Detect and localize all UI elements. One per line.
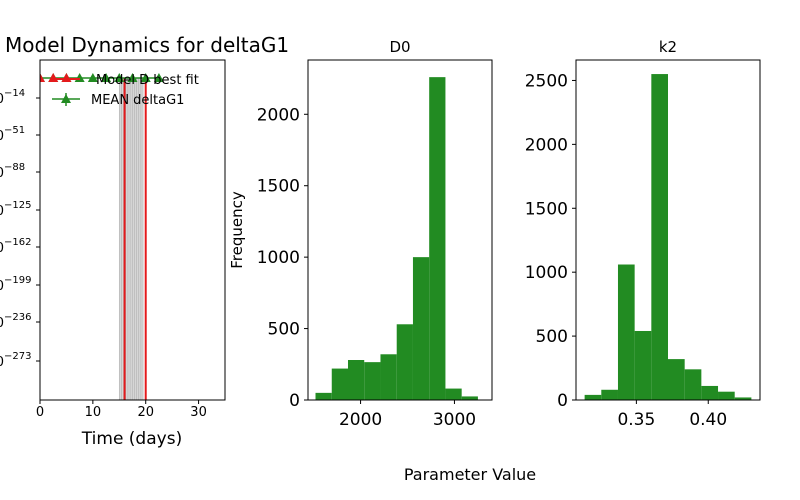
y-tick-label: 10 [0,355,4,370]
histogram-bar [331,368,348,400]
histogram-bar [429,77,446,401]
histogram-axes-frame [307,59,493,401]
mean-marker [114,73,125,82]
y-tick-label: 500 [268,320,300,340]
x-tick-label: 10 [85,405,102,420]
legend-mean-label: MEAN deltaG1 [91,93,184,108]
histogram-bar [461,396,478,400]
mean-marker [127,73,138,82]
mean-marker [140,73,151,82]
histogram-bar [734,397,752,400]
histogram-bar [364,362,381,400]
y-tick-label: 1000 [525,263,568,283]
mean-marker [101,73,112,82]
histogram-bar [601,389,618,400]
histogram-bar [445,388,462,400]
x-tick-label: 3000 [433,410,476,430]
histogram-bar [617,264,635,400]
y-tick-label: 10 [0,204,4,219]
histogram-bar [396,324,413,400]
y-tick-label: 10 [0,316,4,331]
figure-title: Model Dynamics for deltaG1 [5,33,289,57]
y-tick-exponent: −199 [4,275,31,286]
histogram-bar [634,330,652,400]
y-tick-label: 10 [0,92,4,107]
y-tick-exponent: −14 [4,88,25,99]
legend-mean-marker [61,94,71,103]
timeseries-legend: Model D best fit MEAN deltaG1 [52,73,199,108]
histogram-axes-frame [575,59,761,401]
mean-marker [153,73,164,82]
histogram-bar [651,74,668,400]
d0-histogram-panel: 2000 3000 0 500 1000 1500 2000 D0 Frequency [228,38,493,430]
y-tick-label: 10 [0,166,4,181]
model-best-fit-line [123,78,147,400]
histogram-bar [701,385,719,400]
figure-xlabel: Parameter Value [404,465,536,484]
x-tick-label: 0 [36,405,44,420]
model-marker [40,73,45,82]
y-tick-exponent: −125 [4,200,31,211]
timeseries-axes-frame [39,59,226,401]
k2-histogram-panel: 0.35 0.40 0 500 1000 1500 2000 2500 k2 [525,38,761,430]
y-tick-exponent: −273 [4,351,31,362]
y-tick-exponent: −236 [4,312,31,323]
y-tick-exponent: −51 [4,125,25,136]
y-tick-label: 2000 [257,105,300,125]
histogram-bar [684,369,702,400]
histogram-ylabel: Frequency [228,191,246,269]
trajectory-band [119,78,144,400]
y-tick-label: 2000 [525,135,568,155]
y-tick-label: 10 [0,279,4,294]
y-tick-label: 1500 [257,177,300,197]
histogram-bar [718,391,735,400]
histogram-title: k2 [659,38,677,56]
y-tick-label: 10 [0,241,4,256]
x-tick-label: 0.35 [617,410,655,430]
histogram-bar [347,360,365,400]
histogram-bar [668,359,685,400]
histogram-title: D0 [389,38,410,56]
histogram-bar [380,354,397,400]
y-tick-exponent: −88 [4,162,25,173]
y-tick-label: 0 [289,391,300,411]
timeseries-plot-area [40,73,164,400]
y-tick-label: 1000 [257,248,300,268]
y-tick-label: 10 [0,129,4,144]
histogram-bar [584,394,602,400]
x-tick-label: 30 [190,405,207,420]
y-tick-label: 2500 [525,71,568,91]
x-tick-label: 20 [137,405,154,420]
histogram-bar [412,257,430,400]
y-tick-exponent: −162 [4,237,31,248]
x-tick-label: 0.40 [689,410,727,430]
x-tick-label: 2000 [339,410,382,430]
y-tick-label: 1500 [525,199,568,219]
legend-model-label: Model D best fit [96,73,199,88]
y-tick-label: 500 [536,327,568,347]
mean-marker [87,73,98,82]
timeseries-xlabel: Time (days) [81,429,182,449]
y-tick-label: 0 [557,391,568,411]
histogram-bar [315,392,332,400]
